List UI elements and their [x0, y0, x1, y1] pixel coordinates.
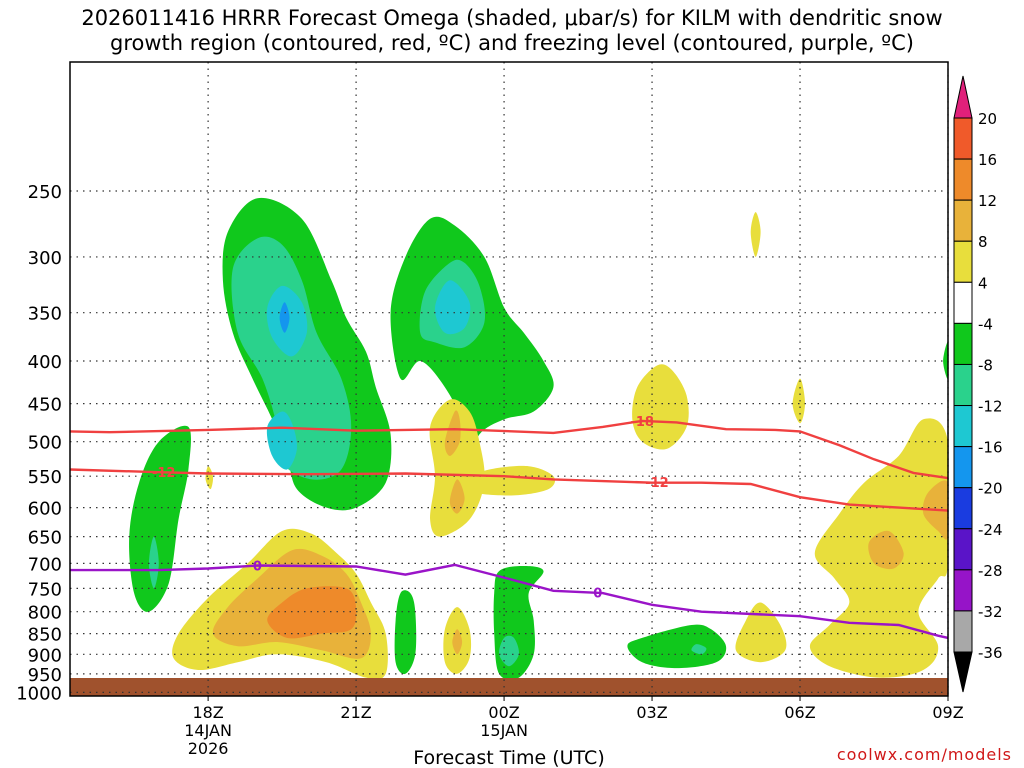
colorbar-level-label: 16	[978, 151, 997, 169]
isotherm-label: -18	[630, 415, 654, 430]
plot-frame	[69, 61, 949, 697]
y-tick-label: 350	[28, 304, 62, 325]
omega-ascent-region	[943, 342, 948, 379]
y-tick-label: 850	[28, 625, 62, 646]
y-tick-label: 450	[28, 395, 62, 416]
colorbar-level-label: -24	[978, 521, 1003, 539]
omega-descent-region	[452, 629, 463, 655]
y-tick-label: 250	[28, 182, 62, 203]
colorbar-level-label: -32	[978, 603, 1003, 621]
omega-descent-region	[868, 530, 904, 570]
omega-descent-region	[267, 586, 357, 639]
omega-ascent-region	[279, 302, 290, 333]
colorbar-level-label: -16	[978, 439, 1003, 457]
isotherm-line	[70, 419, 948, 480]
y-tick-label: 1000	[16, 683, 62, 704]
colorbar-bin	[953, 405, 973, 448]
colorbar-bin	[953, 281, 973, 324]
omega-ascent-region	[129, 425, 191, 612]
y-tick-label: 550	[28, 467, 62, 488]
y-tick-label: 300	[28, 248, 62, 269]
omega-ascent-region	[148, 536, 159, 589]
colorbar-bin	[953, 610, 973, 653]
y-tick-label: 800	[28, 603, 62, 624]
y-tick-label: 700	[28, 554, 62, 575]
omega-descent-region	[468, 465, 556, 496]
y-tick-label: 950	[28, 665, 62, 686]
colorbar-level-label: 20	[978, 110, 997, 128]
omega-shading	[129, 197, 948, 680]
omega-descent-region	[632, 364, 689, 450]
omega-ascent-region	[266, 411, 298, 470]
x-tick-label: 06Z	[784, 703, 815, 722]
omega-ascent-region	[434, 280, 471, 335]
omega-descent-region	[735, 602, 787, 663]
omega-ascent-region	[498, 635, 520, 667]
colorbar-level-label: -20	[978, 480, 1003, 498]
colorbar-level-label: -28	[978, 562, 1003, 580]
omega-descent-region	[205, 466, 214, 490]
ground-surface-terrain	[70, 678, 948, 696]
omega-ascent-region	[627, 624, 727, 669]
x-tick-label: 00Z	[488, 703, 519, 722]
y-tick-label: 650	[28, 528, 62, 549]
colorbar-bin	[953, 528, 973, 571]
x-tick-label: 14JAN	[184, 721, 232, 740]
isotherm-label: -12	[152, 466, 176, 481]
x-tick-label: 09Z	[932, 703, 963, 722]
omega-ascent-region	[231, 236, 352, 480]
x-axis-title: Forecast Time (UTC)	[413, 747, 604, 768]
colorbar-level-label: 4	[978, 274, 988, 292]
omega-descent-region	[429, 399, 485, 537]
x-tick-label: 2026	[188, 739, 229, 758]
colorbar-level-label: -36	[978, 644, 1003, 662]
omega-descent-region	[792, 378, 805, 424]
omega-descent-region	[750, 212, 761, 257]
isotherm-label: -12	[645, 476, 669, 491]
colorbar-level-label: -4	[978, 315, 993, 333]
colorbar-bin	[953, 446, 973, 489]
colorbar-level-label: 8	[978, 233, 988, 251]
omega-ascent-region	[691, 644, 707, 655]
colorbar-level-label: -12	[978, 398, 1003, 416]
omega-ascent-region	[493, 566, 544, 680]
colorbar-bin	[953, 158, 973, 201]
source-credit: coolwx.com/models	[836, 745, 1012, 764]
x-tick-label: 21Z	[340, 703, 371, 722]
y-tick-label: 400	[28, 352, 62, 373]
y-tick-label: 750	[28, 579, 62, 600]
x-tick-label: 03Z	[636, 703, 667, 722]
omega-ascent-region	[394, 590, 417, 675]
colorbar-bin	[953, 569, 973, 612]
colorbar-bin	[953, 363, 973, 407]
colorbar-level-label: 12	[978, 192, 997, 210]
omega-descent-region	[449, 479, 465, 514]
colorbar-bottom-arrow	[953, 651, 973, 693]
x-tick-label: 15JAN	[480, 721, 528, 740]
x-tick-label: 18Z	[192, 703, 223, 722]
chart-title-line-2: growth region (contoured, red, ºC) and f…	[110, 31, 914, 55]
chart-title-line-1: 2026011416 HRRR Forecast Omega (shaded, …	[81, 6, 943, 30]
colorbar-bin	[953, 322, 973, 365]
omega-descent-region	[444, 410, 461, 456]
colorbar-level-label: -8	[978, 356, 993, 374]
y-tick-label: 500	[28, 433, 62, 454]
y-tick-label: 900	[28, 645, 62, 666]
y-tick-label: 600	[28, 499, 62, 520]
isotherm-label: 0	[253, 559, 262, 574]
colorbar: 20 16 12 8 4 -4 -8 -12 -16 -20 -24 -28 -32 -36	[953, 75, 1003, 693]
colorbar-bin	[953, 487, 973, 530]
isotherm-label: 0	[593, 587, 602, 602]
isotherm-line	[70, 563, 948, 640]
isotherm-line	[70, 468, 948, 512]
colorbar-bin	[953, 240, 973, 283]
colorbar-bin	[953, 117, 973, 160]
colorbar-bin	[953, 199, 973, 242]
colorbar-top-arrow	[953, 75, 973, 119]
